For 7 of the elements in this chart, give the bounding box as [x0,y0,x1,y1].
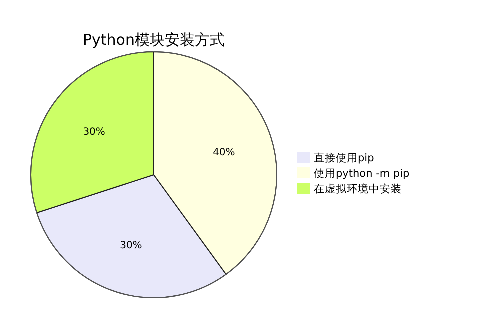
legend-label: 在虚拟环境中安装 [314,182,402,196]
data-label: 40% [213,148,236,159]
data-label: 30% [83,127,106,138]
chart-title: Python模块安装方式 [83,31,225,49]
legend-label: 使用python -m pip [314,168,410,180]
legend-label: 直接使用pip [314,152,375,164]
data-label: 30% [120,240,142,252]
